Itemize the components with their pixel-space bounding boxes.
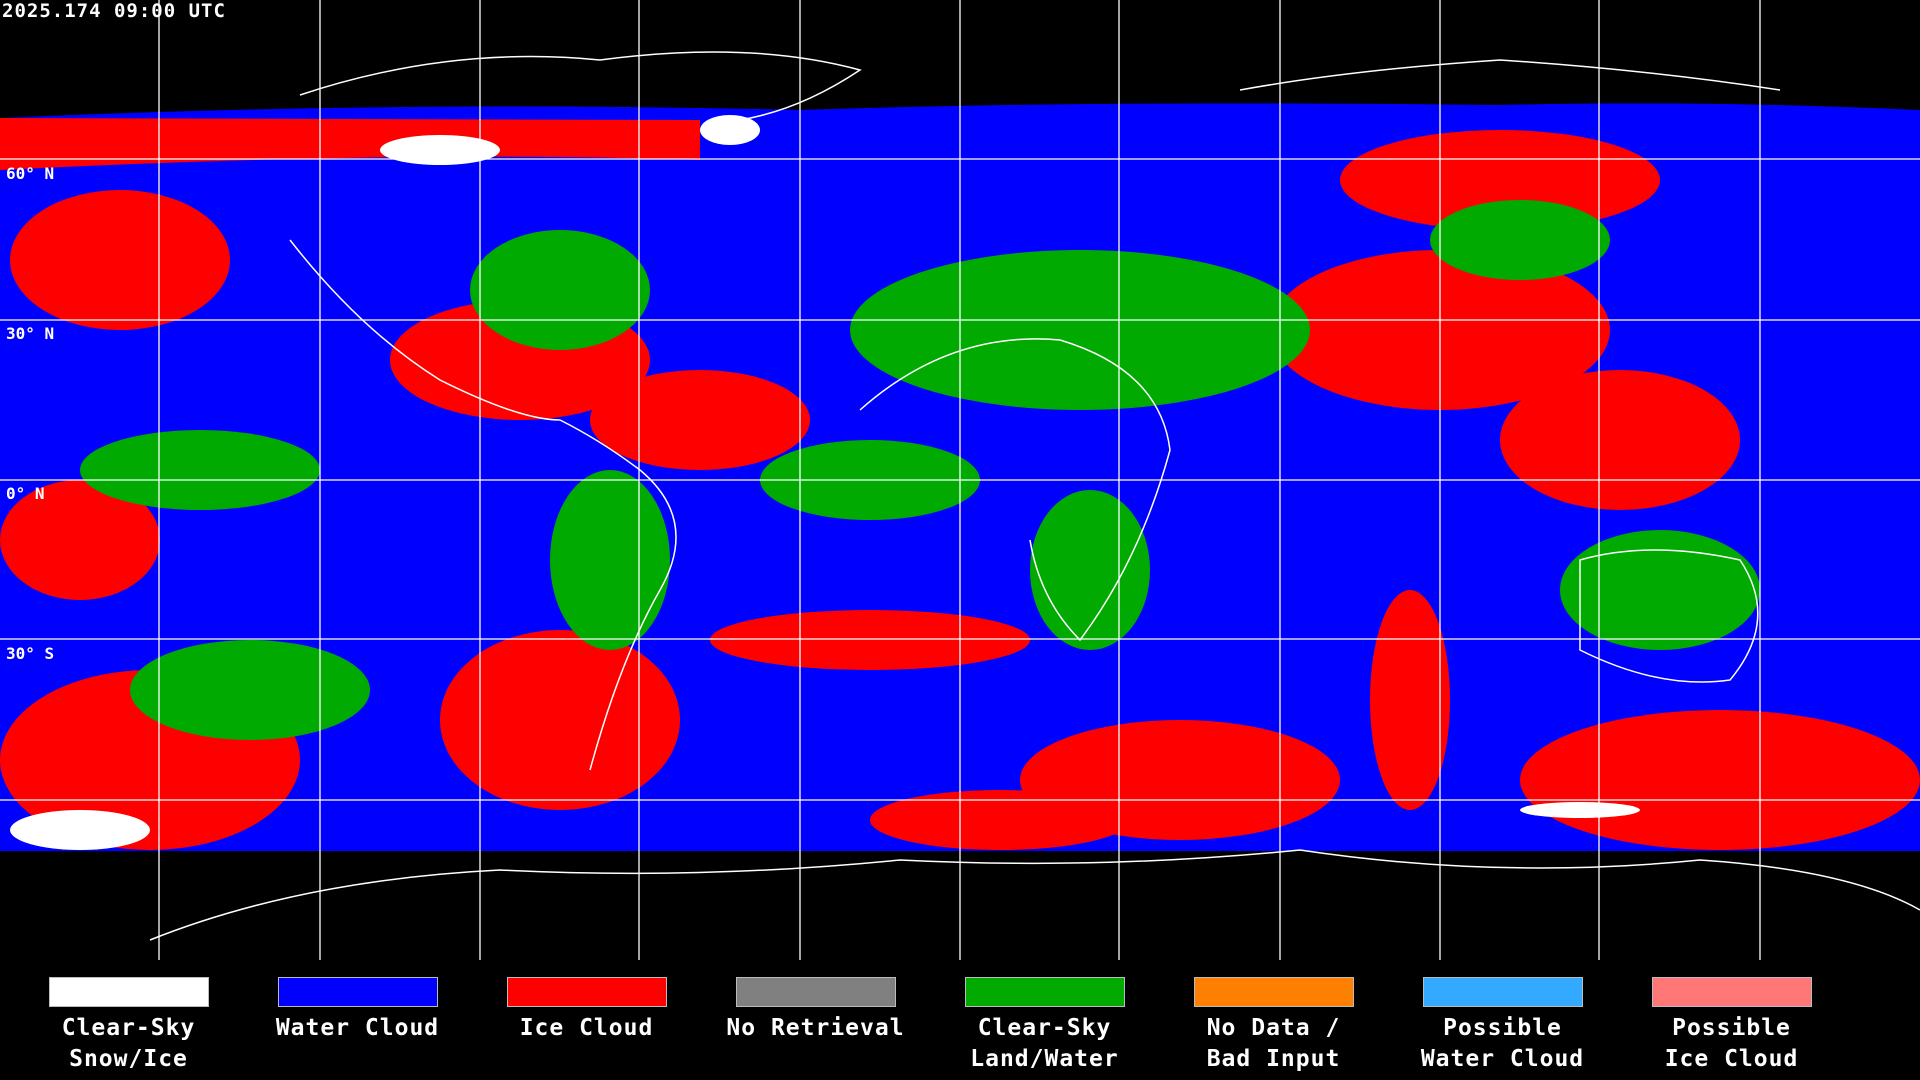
legend-label-line1: No Retrieval (726, 1015, 905, 1041)
legend-swatch (277, 977, 438, 1007)
lat-label-60n: 60° N (6, 164, 55, 183)
legend-item: Ice Cloud (472, 977, 701, 1044)
legend-item: Possible Water Cloud (1388, 977, 1617, 1075)
legend-swatch (1193, 977, 1354, 1007)
lat-label-30s: 30° S (6, 644, 55, 663)
cloud-phase-map (0, 0, 1920, 960)
legend-item: Possible Ice Cloud (1617, 977, 1846, 1075)
legend-swatch (1651, 977, 1812, 1007)
legend-label-line1: Possible (1443, 1015, 1562, 1041)
legend-label-line1: Ice Cloud (519, 1015, 654, 1041)
legend-label-line2: Bad Input (1206, 1046, 1341, 1072)
timestamp-title: 2025.174 09:00 UTC (2, 0, 226, 22)
legend-item: No Data / Bad Input (1159, 977, 1388, 1075)
legend-swatch (48, 977, 209, 1007)
legend-label-line2: Ice Cloud (1664, 1046, 1799, 1072)
legend-swatch (506, 977, 667, 1007)
legend-label-line1: No Data / (1206, 1015, 1341, 1041)
legend-swatch (1422, 977, 1583, 1007)
lat-label-30n: 30° N (6, 324, 55, 343)
legend-swatch (964, 977, 1125, 1007)
legend-label-line1: Clear-Sky (977, 1015, 1112, 1041)
legend-item: Clear-Sky Snow/Ice (14, 977, 243, 1075)
coastlines (149, 51, 1920, 941)
legend-item: No Retrieval (701, 977, 930, 1044)
legend-label-line2: Water Cloud (1420, 1046, 1585, 1072)
lat-label-0n: 0° N (6, 484, 45, 503)
legend-label-line2: Snow/Ice (69, 1046, 188, 1072)
legend-swatch (735, 977, 896, 1007)
legend-label-line2: Land/Water (970, 1046, 1119, 1072)
legend-item: Clear-Sky Land/Water (930, 977, 1159, 1075)
legend: Clear-Sky Snow/Ice Water Cloud Ice Cloud… (0, 960, 1920, 1080)
legend-label-line1: Possible (1672, 1015, 1791, 1041)
legend-label-line1: Clear-Sky (61, 1015, 196, 1041)
legend-label-line1: Water Cloud (275, 1015, 440, 1041)
legend-item: Water Cloud (243, 977, 472, 1044)
graticule (0, 0, 1920, 960)
